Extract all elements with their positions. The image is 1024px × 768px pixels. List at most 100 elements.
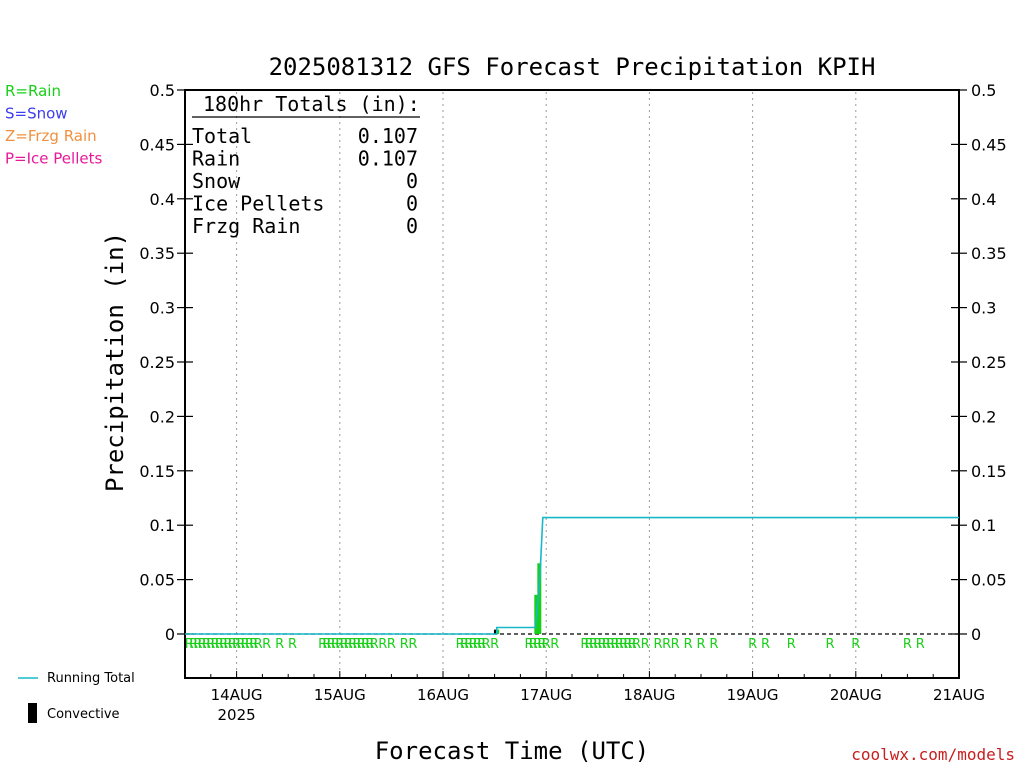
rain-type-marker: R — [473, 637, 482, 652]
type-key-item: S=Snow — [5, 105, 68, 123]
rain-type-marker: R — [348, 637, 357, 652]
totals-value: 0 — [406, 169, 418, 193]
x-tick-label: 20AUG — [830, 686, 882, 704]
rain-type-marker: R — [189, 637, 198, 652]
rain-type-marker: R — [245, 637, 254, 652]
rain-type-marker: R — [903, 637, 912, 652]
rain-type-marker: R — [340, 637, 349, 652]
running-total-line — [185, 516, 959, 635]
rain-type-marker: R — [580, 637, 589, 652]
totals-label: Total — [192, 124, 252, 148]
rain-type-marker: R — [524, 637, 533, 652]
y-tick-label-right: 0.35 — [971, 244, 1007, 263]
rain-type-marker: R — [228, 637, 237, 652]
x-tick-label: 18AUG — [623, 686, 675, 704]
rain-type-marker: R — [215, 637, 224, 652]
y-tick-label-right: 0.45 — [971, 135, 1007, 154]
rain-type-marker: R — [193, 637, 202, 652]
legend: Running Total Convective — [18, 671, 135, 723]
rain-type-marker: R — [550, 637, 559, 652]
rain-type-marker: R — [211, 637, 220, 652]
rain-type-marker: R — [185, 637, 194, 652]
y-tick-label: 0.05 — [139, 571, 175, 590]
running-total-series — [185, 516, 959, 635]
rain-type-marker: R — [254, 637, 263, 652]
rain-type-marker: R — [378, 637, 387, 652]
y-tick-label: 0.35 — [139, 244, 175, 263]
y-tick-label: 0 — [165, 625, 175, 644]
credit-text: coolwx.com/models — [851, 745, 1015, 764]
rain-type-marker: R — [529, 637, 538, 652]
rain-type-marker: R — [322, 637, 331, 652]
rain-type-marker: R — [464, 637, 473, 652]
rain-type-marker: R — [365, 637, 374, 652]
x-tick-sublabel: 2025 — [218, 706, 256, 724]
rain-type-marker: R — [249, 637, 258, 652]
rain-type-marker: R — [357, 637, 366, 652]
chart-title: 2025081312 GFS Forecast Precipitation KP… — [269, 53, 876, 81]
rain-type-marker: R — [585, 637, 594, 652]
rain-type-marker: R — [387, 637, 396, 652]
rain-type-marker: R — [537, 637, 546, 652]
y-axis-label: Precipitation (in) — [101, 232, 129, 492]
x-tick-label: 17AUG — [520, 686, 572, 704]
rain-type-marker: R — [533, 637, 542, 652]
rain-type-marker: R — [361, 637, 370, 652]
rain-type-marker: R — [542, 637, 551, 652]
precip-bars — [493, 563, 542, 634]
rain-type-marker: R — [477, 637, 486, 652]
totals-value: 0.107 — [358, 124, 418, 148]
legend-convective-label: Convective — [47, 707, 120, 722]
rain-type-marker: R — [262, 637, 271, 652]
y-tick-label: 0.4 — [150, 190, 175, 209]
x-tick-label: 15AUG — [314, 686, 366, 704]
rain-type-marker: R — [370, 637, 379, 652]
rain-type-marker: R — [641, 637, 650, 652]
y-tick-label-right: 0.1 — [971, 516, 996, 535]
rain-type-marker: R — [335, 637, 344, 652]
totals-label: Snow — [192, 169, 241, 193]
y-tick-label: 0.45 — [139, 135, 175, 154]
rain-type-marker: R — [219, 637, 228, 652]
rain-type-marker: R — [653, 637, 662, 652]
rain-type-marker: R — [916, 637, 925, 652]
y-tick-label-right: 0.15 — [971, 462, 1007, 481]
totals-value: 0 — [406, 214, 418, 238]
rain-type-marker: R — [352, 637, 361, 652]
x-tick-label: 21AUG — [933, 686, 985, 704]
rain-type-marker: R — [632, 637, 641, 652]
rain-type-marker: R — [344, 637, 353, 652]
rain-type-marker: R — [623, 637, 632, 652]
y-tick-label: 0.1 — [150, 516, 175, 535]
totals-label: Ice Pellets — [192, 192, 324, 216]
rain-type-marker: R — [236, 637, 245, 652]
y-tick-label: 0.15 — [139, 462, 175, 481]
rain-bar — [537, 563, 542, 634]
grid-lines — [185, 92, 959, 676]
rain-type-marker: R — [761, 637, 770, 652]
totals-heading: 180hr Totals (in): — [203, 92, 420, 116]
y-axis-right: 0 0.05 0.1 0.15 0.2 0.25 0.3 0.35 0.4 0.45 0.5 — [951, 81, 1007, 644]
rain-type-marker: R — [241, 637, 250, 652]
rain-type-marker: R — [787, 637, 796, 652]
y-tick-label-right: 0.2 — [971, 407, 996, 426]
rain-type-marker: R — [610, 637, 619, 652]
rain-type-marker: R — [851, 637, 860, 652]
rain-type-marker: R — [206, 637, 215, 652]
rain-type-marker: R — [671, 637, 680, 652]
rain-type-marker: R — [232, 637, 241, 652]
totals-value: 0.107 — [358, 147, 418, 171]
plot-frame — [184, 89, 960, 679]
type-key-item: P=Ice Pellets — [5, 150, 102, 168]
rain-type-marker: R — [223, 637, 232, 652]
precip-type-key: R=Rain S=Snow Z=Frzg Rain P=Ice Pellets — [5, 82, 102, 168]
rain-type-marker: R — [469, 637, 478, 652]
y-tick-label: 0.2 — [150, 407, 175, 426]
y-axis-left: 0 0.05 0.1 0.15 0.2 0.25 0.3 0.35 0.4 0.45 0.5 — [139, 81, 193, 644]
rain-type-marker: R — [481, 637, 490, 652]
y-tick-label: 0.25 — [139, 353, 175, 372]
rain-type-marker: R — [825, 637, 834, 652]
rain-type-marker: R — [602, 637, 611, 652]
rain-type-marker: R — [490, 637, 499, 652]
